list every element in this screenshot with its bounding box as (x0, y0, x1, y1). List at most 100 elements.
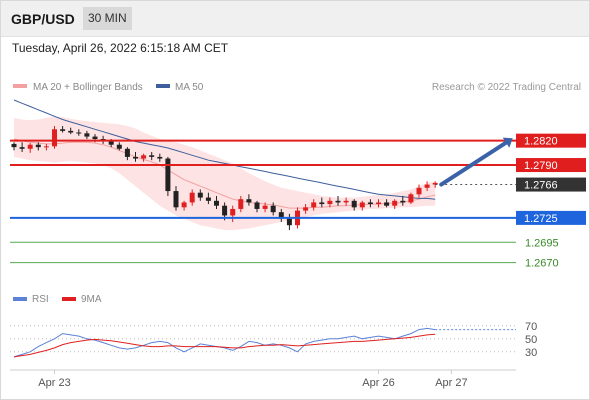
rsi-legend-swatch (13, 297, 27, 301)
candle (157, 153, 163, 162)
candle-body (76, 132, 82, 134)
candle-body (43, 146, 49, 148)
candle (384, 199, 390, 208)
candle-body (262, 205, 268, 209)
chart-datetime: Tuesday, April 26, 2022 6:15:18 AM CET (12, 41, 229, 55)
ma20-legend-label: MA 20 + Bollinger Bands (33, 82, 143, 93)
candle-body (214, 200, 219, 206)
timeframe-button[interactable]: 30 MIN (83, 7, 132, 30)
current-price-label: 1.2766 (524, 180, 558, 192)
candle (416, 184, 422, 198)
candle-body (432, 182, 438, 185)
candle-body (351, 200, 357, 208)
candle (149, 152, 155, 161)
x-axis: Apr 23 Apr 26 Apr 27 (10, 369, 516, 389)
candle (165, 156, 171, 196)
candle-body (254, 202, 260, 209)
candle-body (222, 205, 228, 216)
candle (68, 127, 74, 135)
candle-body (141, 155, 147, 159)
candle-body (278, 212, 284, 219)
candle (173, 186, 179, 211)
symbol-label: GBP/USD (11, 11, 75, 27)
x-tick-label: Apr 23 (38, 377, 70, 389)
rsi-tick-label: 70 (525, 321, 537, 333)
current-price-tag (516, 177, 586, 192)
candle (60, 126, 66, 133)
candle-body (205, 197, 211, 201)
candle (270, 202, 276, 216)
candle-body (270, 205, 276, 213)
rsi-tick-label: 30 (525, 347, 537, 359)
candle-body (197, 192, 203, 198)
candle-body (189, 192, 195, 203)
rsi-line (13, 327, 436, 358)
candle-body (246, 199, 252, 203)
candle-body (124, 148, 130, 157)
candle (141, 153, 147, 162)
candle (35, 142, 41, 151)
candle-body (327, 200, 333, 205)
ma50-line (13, 99, 436, 200)
level-label: 1.2820 (524, 136, 558, 148)
level-support-5: 1.2670 (10, 258, 559, 270)
candle (343, 197, 349, 206)
candle (116, 142, 122, 151)
candle-body (376, 202, 381, 205)
candle (246, 194, 252, 206)
x-tick-label: Apr 26 (362, 377, 394, 389)
candle (124, 147, 130, 161)
level-pivot-3: 1.2725 (10, 210, 586, 225)
candle-body (343, 200, 349, 203)
candle (392, 199, 398, 209)
candle-body (19, 147, 25, 149)
level-current-2: 1.2766 (435, 177, 586, 192)
level-label: 1.2725 (524, 213, 558, 225)
candle-body (408, 194, 414, 203)
candle-body (319, 202, 325, 205)
candle-body (11, 143, 17, 148)
ma20-line (13, 138, 436, 209)
level-resistance-1: 1.2790 (10, 158, 586, 173)
candle (311, 199, 317, 211)
candle (52, 126, 57, 149)
candle (19, 142, 25, 153)
forecast-arrow-head (502, 137, 513, 148)
rsi-ma-legend-swatch (62, 297, 76, 301)
candle (367, 199, 373, 208)
candle-body (116, 144, 122, 149)
level-support-4: 1.2695 (10, 237, 559, 249)
candle-body (367, 202, 373, 205)
rsi-ma-legend-label: 9MA (81, 294, 102, 305)
level-label: 1.2695 (525, 237, 559, 249)
candle-body (400, 200, 406, 203)
candle-body (92, 136, 98, 140)
candle (43, 143, 49, 151)
candle-body (335, 200, 341, 203)
candle (230, 205, 236, 222)
candle (319, 197, 325, 208)
level-lines: 1.2820 1.2790 1.2766 1.2725 1.2695 1.2670 (10, 133, 586, 270)
candle (286, 213, 292, 231)
candle (424, 181, 430, 192)
candle (303, 204, 309, 214)
candle (214, 195, 219, 209)
candle-body (303, 207, 309, 211)
candle-body (311, 202, 317, 208)
candle-body (165, 158, 171, 192)
candle (11, 142, 17, 151)
level-label: 1.2670 (525, 258, 559, 270)
candle (262, 202, 268, 213)
ma50-legend-swatch (156, 84, 170, 88)
level-tag (516, 210, 586, 225)
forecast-arrow (439, 137, 513, 187)
candle (359, 200, 365, 211)
candle (76, 129, 82, 136)
level-resistance-0: 1.2820 (10, 133, 586, 148)
level-label: 1.2790 (524, 160, 558, 172)
price-legend: MA 20 + Bollinger Bands MA 50 Research ©… (13, 82, 581, 93)
candle (408, 192, 414, 205)
level-tag (516, 133, 586, 148)
